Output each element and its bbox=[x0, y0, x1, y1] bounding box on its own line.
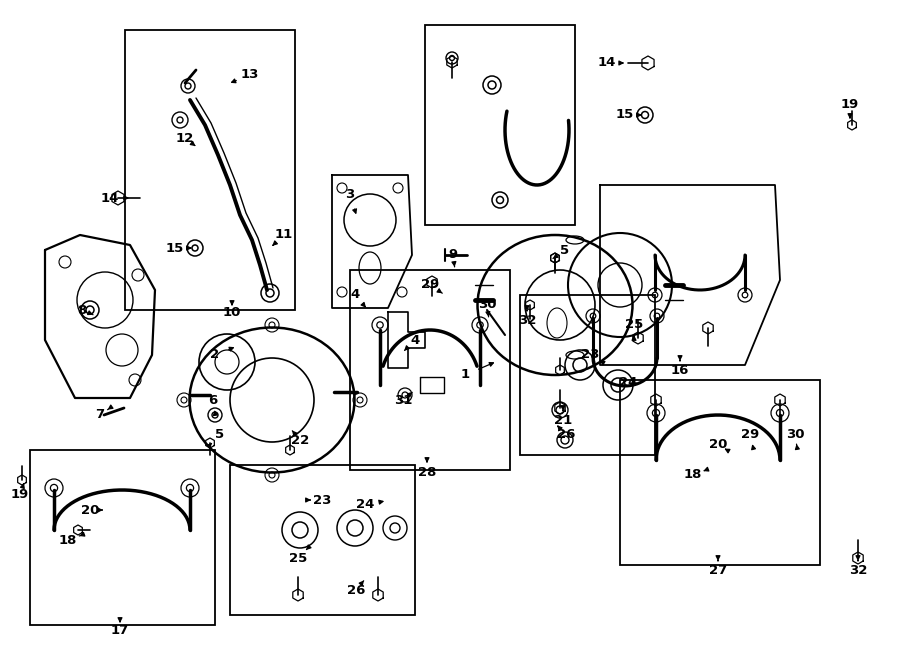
Text: 19: 19 bbox=[841, 99, 859, 111]
Text: 31: 31 bbox=[394, 393, 412, 406]
Text: 24: 24 bbox=[619, 377, 637, 389]
Text: 24: 24 bbox=[356, 498, 374, 512]
Text: 12: 12 bbox=[176, 132, 194, 144]
Text: 14: 14 bbox=[101, 191, 119, 205]
Text: 3: 3 bbox=[346, 189, 355, 201]
Text: 15: 15 bbox=[166, 242, 184, 254]
Text: 5: 5 bbox=[561, 244, 570, 256]
Text: 28: 28 bbox=[418, 467, 436, 479]
Text: 26: 26 bbox=[557, 428, 575, 442]
Text: 13: 13 bbox=[241, 68, 259, 81]
Text: 18: 18 bbox=[684, 469, 702, 481]
Text: 25: 25 bbox=[289, 551, 307, 565]
Text: 30: 30 bbox=[786, 428, 805, 442]
Bar bbox=[425, 25, 575, 225]
Text: 7: 7 bbox=[95, 408, 104, 422]
Text: 10: 10 bbox=[223, 307, 241, 320]
Text: 4: 4 bbox=[350, 289, 360, 301]
Text: 11: 11 bbox=[274, 228, 293, 242]
Text: 16: 16 bbox=[670, 363, 689, 377]
Text: 25: 25 bbox=[625, 318, 643, 332]
Text: 6: 6 bbox=[209, 393, 218, 406]
Text: 1: 1 bbox=[461, 369, 470, 381]
Text: 22: 22 bbox=[291, 434, 309, 446]
Text: 29: 29 bbox=[741, 428, 759, 442]
Bar bbox=[125, 30, 295, 310]
Text: 32: 32 bbox=[518, 314, 536, 326]
Text: 23: 23 bbox=[313, 493, 331, 506]
Bar bbox=[520, 295, 655, 455]
Bar bbox=[230, 465, 415, 615]
Text: 4: 4 bbox=[410, 334, 419, 346]
Text: 8: 8 bbox=[77, 303, 86, 316]
Bar bbox=[350, 270, 510, 470]
Text: 2: 2 bbox=[211, 348, 220, 361]
Text: 17: 17 bbox=[111, 624, 129, 636]
Text: 5: 5 bbox=[215, 428, 225, 442]
Text: 29: 29 bbox=[421, 279, 439, 291]
Text: 23: 23 bbox=[580, 348, 599, 361]
Text: 14: 14 bbox=[598, 56, 616, 70]
Text: 26: 26 bbox=[346, 583, 365, 596]
Bar bbox=[30, 450, 215, 625]
Bar bbox=[620, 380, 820, 565]
Text: 18: 18 bbox=[58, 534, 77, 547]
Text: 9: 9 bbox=[448, 248, 457, 261]
Text: 20: 20 bbox=[81, 504, 99, 516]
Text: 32: 32 bbox=[849, 563, 868, 577]
Text: 21: 21 bbox=[554, 414, 572, 426]
Text: 20: 20 bbox=[709, 438, 727, 451]
Text: 19: 19 bbox=[11, 489, 29, 502]
Text: 30: 30 bbox=[478, 299, 496, 312]
Text: 27: 27 bbox=[709, 563, 727, 577]
Text: 15: 15 bbox=[616, 109, 634, 122]
